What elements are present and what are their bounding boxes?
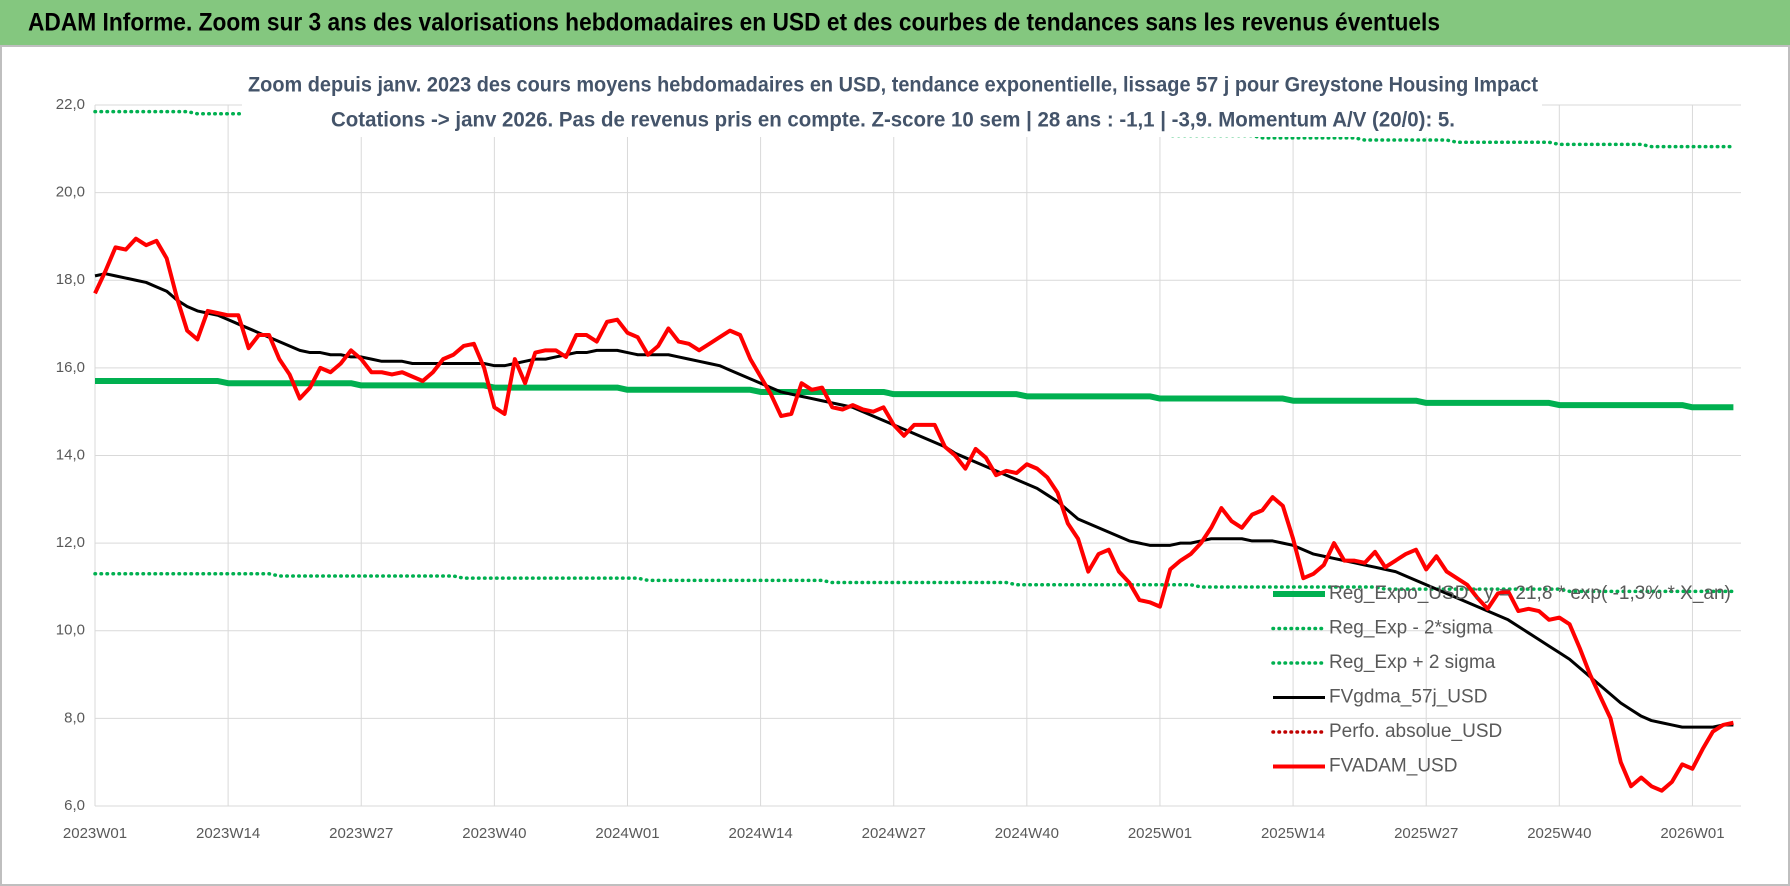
x-tick-label: 2025W01: [1128, 825, 1192, 842]
x-tick-label: 2026W01: [1660, 825, 1724, 842]
legend-label: Reg_Exp + 2 sigma: [1329, 652, 1496, 673]
series-line: [93, 572, 1736, 594]
x-tick-label: 2024W01: [595, 825, 659, 842]
x-tick-label: 2023W27: [329, 825, 393, 842]
x-tick-label: 2024W40: [995, 825, 1059, 842]
x-tick-label: 2025W40: [1527, 825, 1591, 842]
series-line: [94, 272, 1734, 729]
legend-label: FVADAM_USD: [1329, 756, 1457, 777]
y-tick-label: 12,0: [56, 534, 85, 551]
x-tick-label: 2024W14: [728, 825, 792, 842]
chart-frame: [0, 45, 1790, 886]
y-tick-label: 6,0: [64, 797, 85, 814]
header-title: ADAM Informe. Zoom sur 3 ans des valoris…: [28, 9, 1440, 37]
x-tick-label: 2025W14: [1261, 825, 1325, 842]
title-box: [242, 66, 1542, 137]
legend-label: Perfo. absolue_USD: [1329, 721, 1502, 742]
x-tick-label: 2024W27: [862, 825, 926, 842]
y-tick-label: 8,0: [64, 709, 85, 726]
header-banner: [0, 0, 1790, 46]
y-tick-label: 20,0: [56, 184, 85, 201]
legend-label: FVgdma_57j_USD: [1329, 687, 1487, 708]
x-tick-label: 2023W14: [196, 825, 260, 842]
x-tick-label: 2023W40: [462, 825, 526, 842]
chart-title: Zoom depuis janv. 2023 des cours moyens …: [248, 74, 1538, 97]
y-tick-label: 14,0: [56, 446, 85, 463]
legend-label: Reg_Expo_USD : y = 21,8 * exp( -1,3% * X…: [1329, 583, 1731, 604]
legend-label: Reg_Exp - 2*sigma: [1329, 618, 1493, 639]
x-tick-label: 2025W27: [1394, 825, 1458, 842]
y-tick-label: 16,0: [56, 359, 85, 376]
y-tick-label: 10,0: [56, 622, 85, 639]
y-tick-label: 22,0: [56, 96, 85, 113]
series-line: [93, 236, 1734, 793]
chart-subtitle: Cotations -> janv 2026. Pas de revenus p…: [331, 109, 1455, 132]
x-tick-label: 2023W01: [63, 825, 127, 842]
series-line: [95, 378, 1734, 411]
y-tick-label: 18,0: [56, 271, 85, 288]
